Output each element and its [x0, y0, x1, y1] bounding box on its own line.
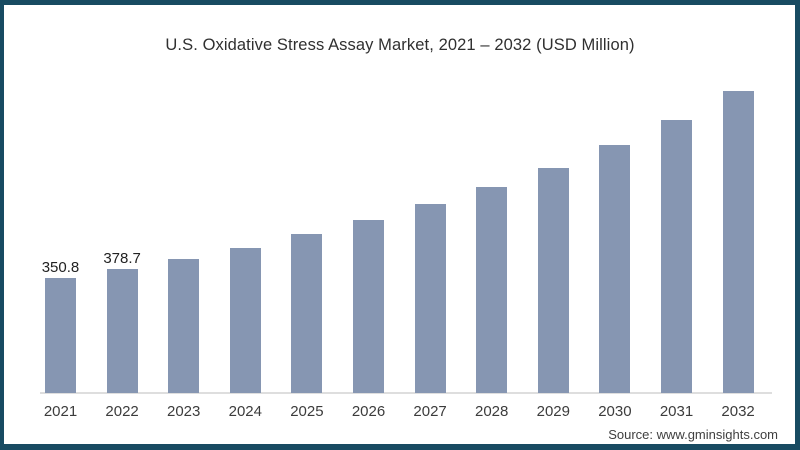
bar-2025	[291, 234, 323, 393]
chart-title: U.S. Oxidative Stress Assay Market, 2021…	[165, 36, 635, 54]
x-axis-label-2027: 2027	[413, 403, 447, 420]
source-credit: Source: www.gminsights.com	[608, 427, 778, 442]
bar-2030	[599, 145, 631, 393]
x-axis-label-2031: 2031	[659, 403, 694, 420]
x-axis-label-2022: 2022	[105, 403, 139, 420]
bar-2021	[45, 278, 76, 393]
bar-2026	[353, 220, 384, 393]
bar-2027	[414, 204, 446, 393]
x-axis-label-2029: 2029	[536, 403, 570, 420]
x-axis-label-2028: 2028	[475, 403, 509, 420]
x-axis-label-2023: 2023	[167, 403, 201, 420]
x-axis-label-2026: 2026	[351, 403, 386, 420]
bar-2022	[106, 269, 138, 393]
bar-2028	[476, 187, 508, 393]
bar-2023	[168, 259, 200, 393]
x-axis-label-2024: 2024	[228, 403, 262, 420]
bar-2024	[229, 248, 261, 393]
x-axis-label-2030: 2030	[598, 403, 632, 420]
bar-2029	[537, 168, 569, 393]
x-axis-label-2032: 2032	[721, 403, 755, 420]
bar-2031	[661, 120, 692, 393]
data-label-2021: 350.8	[41, 259, 80, 277]
bar-2032	[722, 91, 754, 393]
data-label-2022: 378.7	[103, 250, 141, 267]
x-axis-line	[40, 392, 772, 394]
x-axis-label-2021: 2021	[43, 403, 78, 420]
x-axis-label-2025: 2025	[290, 403, 324, 420]
